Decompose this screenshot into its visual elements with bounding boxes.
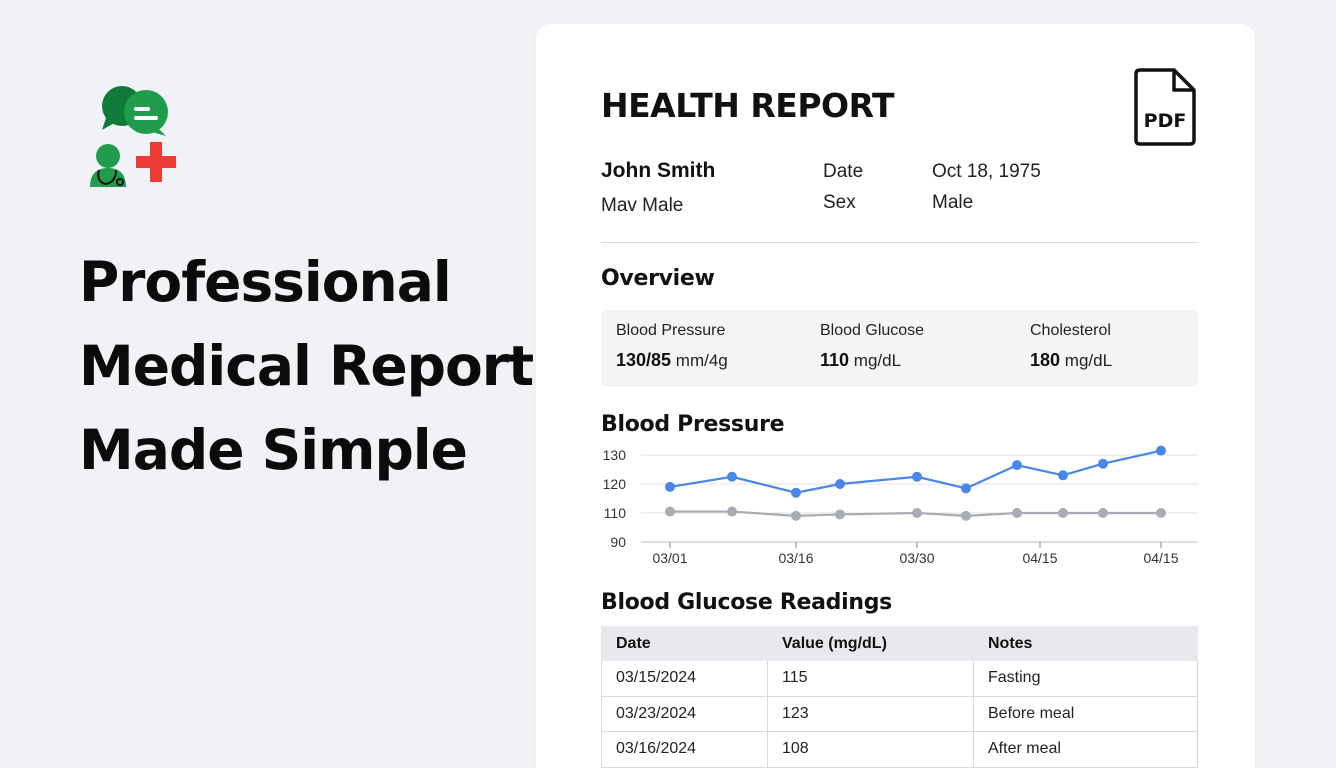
column-header: Value (mg/dL) bbox=[767, 626, 974, 661]
data-point bbox=[1156, 508, 1166, 518]
data-point bbox=[961, 510, 971, 521]
data-point bbox=[1058, 470, 1068, 481]
data-point bbox=[791, 487, 801, 498]
metric-label: Blood Pressure bbox=[616, 322, 726, 339]
table-row: 03/23/2024 123 Before meal bbox=[601, 695, 1198, 732]
table-row: 03/15/2024 115 Fasting bbox=[601, 660, 1198, 697]
column-header: Notes bbox=[973, 626, 1198, 661]
data-point bbox=[835, 479, 845, 489]
divider bbox=[601, 242, 1198, 243]
y-tick-label: 120 bbox=[603, 476, 627, 492]
headline-line: Medical Reports, bbox=[79, 334, 586, 398]
data-point bbox=[665, 481, 675, 492]
data-point bbox=[665, 506, 675, 517]
metric-cholesterol: Cholesterol 180 mg/dL bbox=[1030, 322, 1112, 371]
table-cell: Before meal bbox=[973, 695, 1198, 732]
metric-value: 130/85 mm/4g bbox=[616, 350, 728, 370]
pdf-label: PDF bbox=[1144, 110, 1187, 132]
data-point bbox=[912, 508, 922, 518]
data-point bbox=[961, 483, 971, 494]
metric-blood-glucose: Blood Glucose 110 mg/dL bbox=[820, 322, 924, 371]
hero-headline: Professional Medical Reports, Made Simpl… bbox=[79, 240, 599, 492]
blood-pressure-title: Blood Pressure bbox=[601, 412, 785, 437]
x-tick-label: 03/16 bbox=[778, 550, 813, 566]
data-point bbox=[791, 510, 801, 521]
sex-label: Sex bbox=[823, 192, 856, 213]
x-tick-label: 03/30 bbox=[899, 550, 934, 566]
table-cell: Fasting bbox=[973, 660, 1198, 697]
x-tick-label: 03/01 bbox=[652, 550, 687, 566]
overview-box: Blood Pressure 130/85 mm/4g Blood Glucos… bbox=[601, 310, 1198, 387]
metric-label: Cholesterol bbox=[1030, 322, 1111, 339]
data-point bbox=[727, 506, 737, 517]
table-header-row: Date Value (mg/dL) Notes bbox=[601, 626, 1198, 661]
sex-value: Male bbox=[932, 192, 974, 213]
series-line bbox=[670, 510, 1161, 518]
table-cell: 03/15/2024 bbox=[601, 660, 768, 697]
headline-line: Made Simple bbox=[79, 418, 468, 482]
table-cell: 03/16/2024 bbox=[601, 731, 768, 768]
date-label: Date bbox=[823, 161, 864, 182]
y-tick-label: 90 bbox=[610, 534, 626, 550]
overview-title: Overview bbox=[601, 266, 715, 291]
patient-name: John Smith bbox=[601, 159, 716, 182]
metric-label: Blood Glucose bbox=[820, 322, 925, 339]
y-tick-label: 110 bbox=[604, 505, 627, 521]
data-point bbox=[1156, 445, 1166, 456]
data-point bbox=[1098, 458, 1108, 469]
medical-chat-logo-icon bbox=[90, 86, 176, 187]
date-value: Oct 18, 1975 bbox=[932, 161, 1041, 182]
table-row: 03/16/2024 108 After meal bbox=[601, 731, 1198, 768]
table-cell: 123 bbox=[767, 695, 974, 732]
metric-value: 180 mg/dL bbox=[1030, 350, 1113, 370]
blood-pressure-chart: 130 120 110 90 03/01 03/16 03/30 04/15 04/15 bbox=[603, 445, 1198, 566]
headline-line: Professional bbox=[79, 250, 452, 314]
pdf-file-icon[interactable]: PDF bbox=[1132, 68, 1198, 146]
data-point bbox=[727, 471, 737, 482]
metric-blood-pressure: Blood Pressure 130/85 mm/4g bbox=[616, 322, 728, 371]
data-point bbox=[835, 509, 845, 520]
glucose-readings-title: Blood Glucose Readings bbox=[601, 590, 892, 615]
patient-subline: Mav Male bbox=[601, 195, 684, 216]
glucose-readings-table: Date Value (mg/dL) Notes 03/15/2024 115 … bbox=[601, 626, 1198, 768]
metric-value: 110 mg/dL bbox=[820, 350, 902, 370]
table-cell: 108 bbox=[767, 731, 974, 768]
data-point bbox=[1098, 508, 1108, 518]
series-line bbox=[669, 449, 1162, 494]
data-point bbox=[1058, 508, 1068, 518]
data-point bbox=[1012, 508, 1022, 518]
table-cell: 115 bbox=[767, 660, 974, 697]
table-cell: 03/23/2024 bbox=[601, 695, 768, 732]
column-header: Date bbox=[601, 626, 768, 661]
table-cell: After meal bbox=[973, 731, 1198, 768]
health-report-card: HEALTH REPORT PDF John Smith Mav Male Da… bbox=[536, 24, 1255, 768]
report-title: HEALTH REPORT bbox=[601, 86, 895, 125]
y-tick-label: 130 bbox=[603, 447, 627, 463]
x-tick-label: 04/15 bbox=[1143, 550, 1178, 566]
data-point bbox=[1012, 460, 1022, 471]
x-tick-label: 04/15 bbox=[1022, 550, 1057, 566]
data-point bbox=[912, 471, 922, 482]
